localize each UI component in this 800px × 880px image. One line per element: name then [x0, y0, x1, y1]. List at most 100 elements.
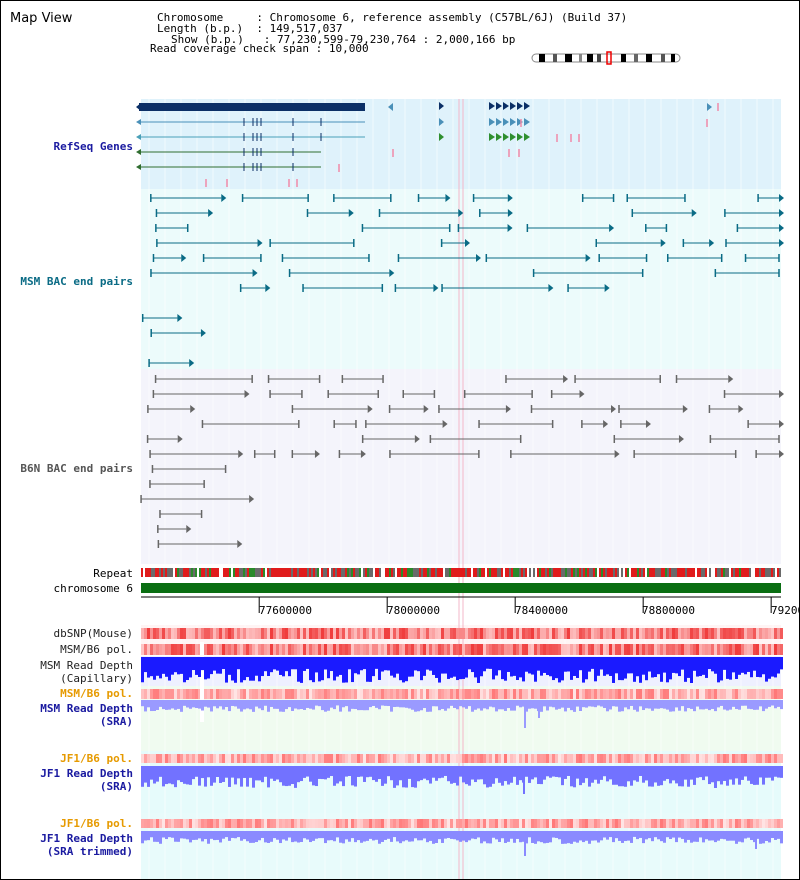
- repeat-segment: [651, 568, 653, 577]
- read-depth-bar: [411, 766, 414, 788]
- b6n-bac-label[interactable]: B6N BAC end pairs: [20, 462, 133, 475]
- read-depth-bar: [459, 831, 462, 842]
- read-depth-bar: [342, 831, 345, 844]
- repeat-segment: [355, 568, 357, 577]
- polymorphism-cell: [228, 819, 231, 828]
- repeat-segment: [177, 568, 179, 577]
- read-depth-bar: [723, 700, 726, 710]
- read-depth-bar: [243, 831, 246, 840]
- repeat-segment: [427, 568, 429, 577]
- msm-bac-label[interactable]: MSM BAC end pairs: [20, 275, 133, 288]
- read-depth-bar: [564, 766, 567, 779]
- read-depth-bar: [207, 831, 210, 844]
- show-label: Show (b.p.): [171, 33, 244, 46]
- polymorphism-cell: [753, 689, 756, 699]
- read-depth-bar: [585, 657, 588, 680]
- polymorphism-cell: [744, 754, 747, 763]
- repeat-segment: [297, 568, 299, 577]
- polymorphism-cell: [240, 689, 243, 699]
- polymorphism-cell: [735, 819, 738, 828]
- repeat-segment: [385, 568, 387, 577]
- polymorphism-cell: [411, 754, 414, 763]
- repeat-segment: [303, 568, 305, 577]
- repeat-segment: [613, 568, 615, 577]
- repeat-segment: [471, 568, 473, 577]
- read-depth-bar: [468, 766, 471, 786]
- polymorphism-cell: [375, 644, 378, 655]
- repeat-segment: [403, 568, 405, 577]
- polymorphism-cell: [240, 628, 243, 639]
- polymorphism-cell: [486, 754, 489, 763]
- read-depth-bar: [591, 831, 594, 841]
- polymorphism-cell: [525, 754, 528, 763]
- polymorphism-cell: [588, 689, 591, 699]
- polymorphism-cell: [483, 628, 486, 639]
- refseq-gene-icon: [496, 102, 502, 110]
- polymorphism-cell: [567, 689, 570, 699]
- repeat-segment: [661, 568, 663, 577]
- refseq-gene-icon: [489, 102, 495, 110]
- read-depth-bar: [159, 831, 162, 844]
- polymorphism-cell: [714, 754, 717, 763]
- read-depth-bar: [612, 657, 615, 683]
- read-depth-bar: [399, 700, 402, 708]
- refseq-gene-icon: [439, 102, 444, 110]
- polymorphism-cell: [309, 754, 312, 763]
- repeat-segment: [739, 568, 741, 577]
- polymorphism-cell: [267, 819, 270, 828]
- read-depth-bar: [759, 766, 762, 778]
- read-depth-bar: [264, 766, 267, 777]
- repeat-segment: [579, 568, 581, 577]
- read-depth-bar: [339, 766, 342, 782]
- polymorphism-cell: [759, 644, 762, 655]
- read-depth-bar: [717, 657, 720, 683]
- read-depth-bar: [435, 657, 438, 678]
- polymorphism-cell: [375, 819, 378, 828]
- read-depth-bar: [702, 766, 705, 781]
- read-depth-bar: [246, 766, 249, 787]
- polymorphism-cell: [192, 754, 195, 763]
- repeat-segment: [681, 568, 683, 577]
- polymorphism-cell: [546, 628, 549, 639]
- polymorphism-cell: [243, 754, 246, 763]
- polymorphism-cell: [324, 628, 327, 639]
- polymorphism-cell: [321, 689, 324, 699]
- polymorphism-cell: [594, 754, 597, 763]
- read-depth-bar: [447, 657, 450, 679]
- read-depth-bar: [510, 700, 513, 711]
- repeat-segment: [559, 568, 561, 577]
- polymorphism-cell: [363, 689, 366, 699]
- read-depth-bar: [651, 831, 654, 842]
- read-depth-bar: [402, 831, 405, 842]
- jf1-read-depth-sra-label: JF1 Read Depth: [40, 767, 133, 780]
- polymorphism-cell: [186, 754, 189, 763]
- read-depth-bar: [165, 766, 168, 785]
- read-depth-bar: [522, 831, 525, 842]
- polymorphism-cell: [144, 819, 147, 828]
- read-depth-bar: [489, 700, 492, 707]
- polymorphism-cell: [765, 819, 768, 828]
- repeat-segment: [263, 568, 265, 577]
- read-depth-bar: [354, 766, 357, 787]
- polymorphism-cell: [414, 628, 417, 639]
- read-depth-bar: [693, 766, 696, 785]
- polymorphism-cell: [309, 819, 312, 828]
- repeat-segment: [555, 568, 557, 577]
- repeat-segment: [317, 568, 319, 577]
- repeat-segment: [229, 568, 231, 577]
- polymorphism-cell: [510, 644, 513, 655]
- refseq-genes-label[interactable]: RefSeq Genes: [53, 140, 133, 153]
- read-depth-bar: [651, 657, 654, 678]
- read-depth-bar: [603, 831, 606, 838]
- read-depth-bar: [444, 831, 447, 839]
- polymorphism-cell: [339, 819, 342, 828]
- repeat-segment: [775, 568, 777, 577]
- polymorphism-cell: [501, 819, 504, 828]
- polymorphism-cell: [192, 628, 195, 639]
- repeat-segment: [501, 568, 503, 577]
- polymorphism-cell: [252, 689, 255, 699]
- repeat-segment: [413, 568, 415, 577]
- read-depth-bar: [264, 657, 267, 672]
- repeat-segment: [343, 568, 345, 577]
- repeat-segment: [659, 568, 661, 577]
